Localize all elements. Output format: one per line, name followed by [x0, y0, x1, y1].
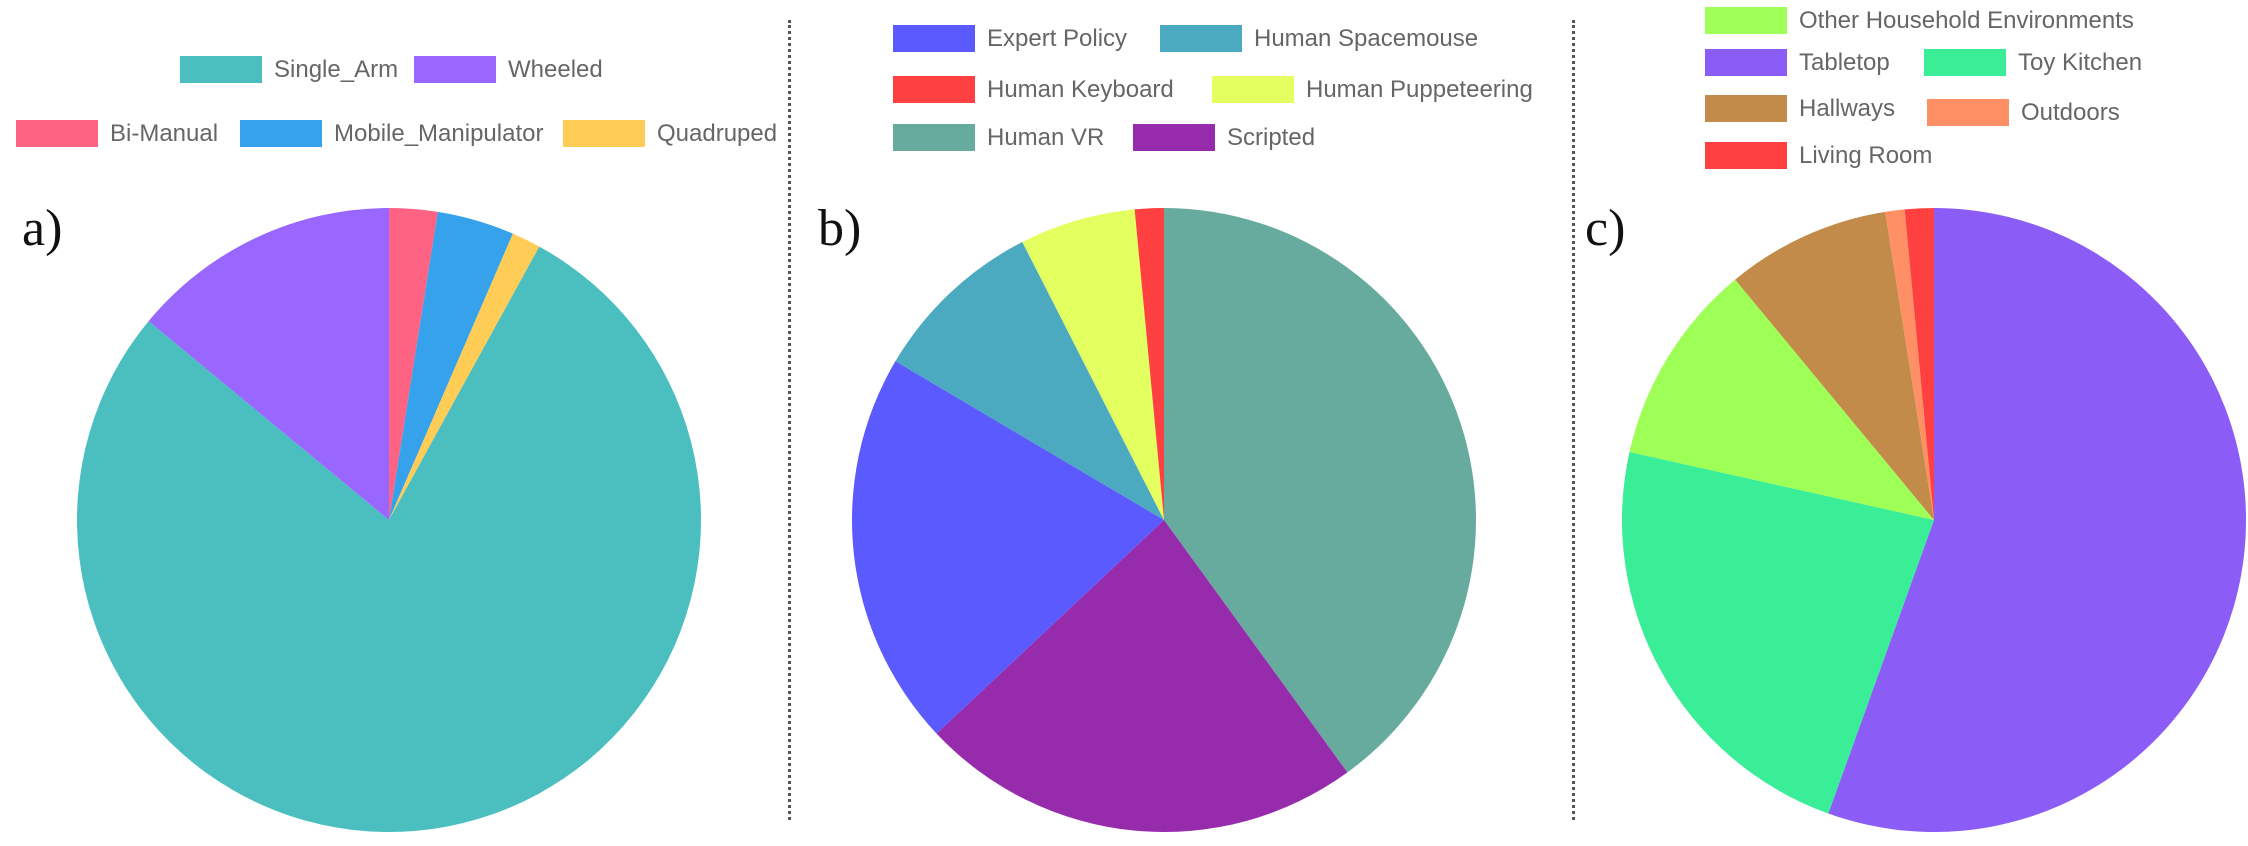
- divider: [788, 20, 791, 820]
- panel-c: c) Other Household Environments Tabletop…: [1575, 0, 2248, 846]
- legend-label: Bi-Manual: [110, 119, 219, 147]
- legend-item: Human Spacemouse: [1160, 25, 1478, 52]
- legend-label: Toy Kitchen: [2018, 48, 2143, 76]
- legend-item: Toy Kitchen: [1924, 49, 2142, 76]
- legend-item: Human Puppeteering: [1212, 76, 1533, 103]
- legend-item: Hallways: [1705, 95, 1895, 122]
- legend-swatch: [240, 120, 322, 147]
- pie-chart-a: [77, 208, 702, 832]
- legend-label: Human VR: [987, 123, 1105, 151]
- panel-letter-a: a): [22, 200, 63, 257]
- legend-label: Mobile_Manipulator: [334, 119, 544, 147]
- legend-item: Expert Policy: [893, 25, 1127, 52]
- legend-swatch: [1705, 95, 1787, 122]
- legend-swatch: [1927, 99, 2009, 126]
- legend-label: Wheeled: [508, 55, 603, 83]
- legend-swatch: [893, 25, 975, 52]
- panel-letter-b: b): [818, 200, 862, 257]
- legend-label: Human Keyboard: [987, 75, 1174, 103]
- panel-a: a) Single_Arm Wheeled Bi-Manual Mobile_M…: [0, 0, 790, 846]
- legend-swatch: [1924, 49, 2006, 76]
- pie-slice-tabletop: [1828, 208, 2247, 832]
- legend-item: Mobile_Manipulator: [240, 120, 543, 147]
- legend-item: Wheeled: [414, 56, 603, 83]
- legend-item: Single_Arm: [180, 56, 398, 83]
- panel-letter-c: c): [1585, 200, 1626, 257]
- pie-slice-living-room: [1904, 207, 1934, 520]
- pie-slice-human-spacemouse: [895, 242, 1164, 520]
- pie-slice-human-puppeteering: [1022, 209, 1164, 520]
- legend-label: Quadruped: [657, 119, 778, 147]
- legend-swatch: [414, 56, 496, 83]
- pie-slice-mobile-manipulator: [389, 211, 513, 520]
- legend-item: Living Room: [1705, 142, 1932, 169]
- divider: [1572, 20, 1575, 820]
- legend-label: Human Spacemouse: [1254, 24, 1479, 52]
- pie-chart-b: [852, 207, 1476, 832]
- pie-slice-hallways: [1735, 211, 1934, 520]
- legend-label: Tabletop: [1799, 48, 1890, 76]
- pie-slice-single-arm: [77, 246, 702, 832]
- legend-swatch: [1212, 76, 1294, 103]
- legend-item: Bi-Manual: [16, 120, 218, 147]
- legend-swatch: [1705, 142, 1787, 169]
- pie-chart-c: [1621, 207, 2247, 832]
- legend-item: Other Household Environments: [1705, 7, 2134, 34]
- legend-label: Single_Arm: [274, 55, 399, 83]
- pie-slice-expert-policy: [852, 361, 1164, 734]
- legend-swatch: [893, 124, 975, 151]
- legend-label: Living Room: [1799, 141, 1933, 169]
- legend-item: Quadruped: [563, 120, 777, 147]
- pie-slice-other-household-environments: [1629, 279, 1934, 520]
- legend-item: Human Keyboard: [893, 76, 1174, 103]
- legend-swatch: [16, 120, 98, 147]
- legend-swatch: [1160, 25, 1242, 52]
- legend-swatch: [180, 56, 262, 83]
- legend-label: Human Puppeteering: [1306, 75, 1533, 103]
- legend-label: Other Household Environments: [1799, 6, 2134, 34]
- pie-slice-human-vr: [1164, 208, 1476, 773]
- legend-item: Human VR: [893, 124, 1104, 151]
- pie-slice-human-keyboard: [1134, 207, 1164, 520]
- panel-b: b) Expert Policy Human Spacemouse Human …: [790, 0, 1570, 846]
- pie-slice-outdoors: [1885, 209, 1934, 520]
- pie-slice-toy-kitchen: [1621, 451, 1934, 814]
- pie-slice-scripted: [936, 520, 1348, 832]
- legend-swatch: [1133, 124, 1215, 151]
- legend-item: Outdoors: [1927, 99, 2120, 126]
- legend-label: Expert Policy: [987, 24, 1128, 52]
- legend-item: Tabletop: [1705, 49, 1890, 76]
- legend-swatch: [1705, 7, 1787, 34]
- legend-label: Hallways: [1799, 94, 1896, 122]
- pie-slice-bi-manual: [389, 208, 438, 520]
- legend-label: Outdoors: [2021, 98, 2120, 126]
- legend-swatch: [893, 76, 975, 103]
- legend-item: Scripted: [1133, 124, 1315, 151]
- pie-slice-wheeled: [148, 208, 389, 520]
- legend-swatch: [1705, 49, 1787, 76]
- legend-label: Scripted: [1227, 123, 1316, 151]
- legend-swatch: [563, 120, 645, 147]
- pie-slice-quadruped: [389, 233, 540, 520]
